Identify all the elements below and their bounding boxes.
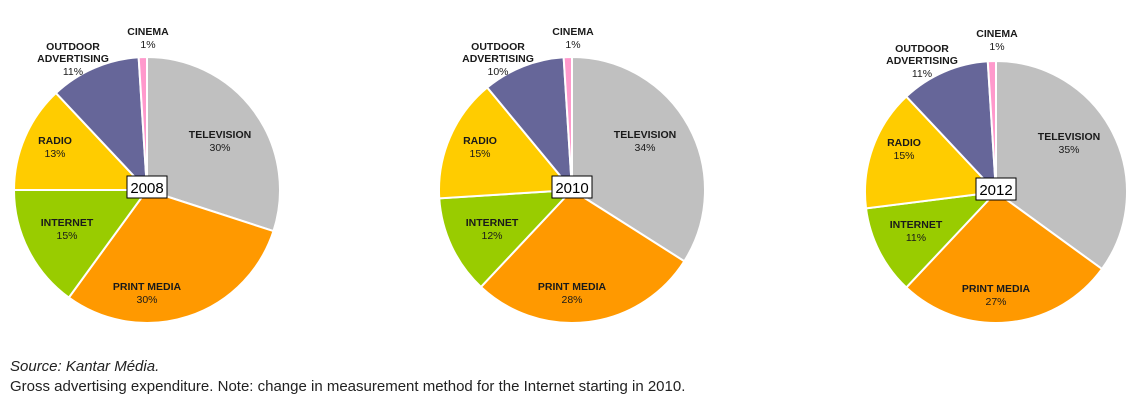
slice-internet — [12, 189, 149, 299]
slice-label: CINEMA — [127, 26, 169, 38]
slice-label: ADVERTISING — [462, 53, 534, 65]
slice-cinema — [562, 55, 573, 191]
slice-value: 15% — [56, 230, 77, 242]
slice-value: 35% — [1058, 144, 1079, 156]
year-box — [126, 175, 168, 199]
slice-label: TELEVISION — [614, 129, 676, 141]
slice-label: RADIO — [463, 135, 497, 147]
figure-notes: Source: Kantar Média. Gross advertising … — [10, 357, 685, 397]
slice-radio — [437, 86, 575, 200]
slice-value: 1% — [565, 39, 580, 51]
slice-outdoor-advertising — [54, 56, 149, 193]
slice-value: 30% — [209, 142, 230, 154]
slice-outdoor-advertising — [904, 60, 998, 195]
slice-value: 11% — [912, 68, 932, 80]
slice-value: 10% — [487, 66, 508, 78]
source-note: Source: Kantar Média. — [10, 358, 160, 375]
slice-label: OUTDOOR — [46, 41, 100, 53]
year-box — [551, 175, 593, 199]
slice-television — [146, 55, 281, 233]
slice-label: ADVERTISING — [886, 55, 958, 67]
slice-value: 11% — [906, 232, 926, 244]
slice-radio — [12, 91, 150, 191]
slice-label: PRINT MEDIA — [962, 283, 1031, 295]
slice-print-media — [479, 188, 686, 324]
slice-label: INTERNET — [890, 219, 943, 231]
slice-label: PRINT MEDIA — [538, 281, 607, 293]
slice-value: 28% — [561, 294, 582, 306]
slice-label: PRINT MEDIA — [113, 281, 182, 293]
slice-cinema — [137, 55, 148, 191]
slice-value: 15% — [893, 150, 914, 162]
slice-cinema — [986, 59, 997, 193]
slice-value: 34% — [634, 142, 655, 154]
slice-value: 30% — [136, 294, 157, 306]
slice-label: RADIO — [887, 137, 921, 149]
slice-value: 11% — [63, 66, 83, 78]
year-label: 2010 — [555, 180, 588, 197]
slice-value: 1% — [989, 41, 1004, 53]
year-label: 2008 — [130, 180, 163, 197]
slice-label: INTERNET — [41, 217, 94, 229]
year-box — [975, 177, 1017, 201]
slice-internet — [438, 188, 575, 289]
slice-label: OUTDOOR — [471, 41, 525, 53]
slice-print-media — [67, 188, 275, 325]
slice-label: RADIO — [38, 135, 72, 147]
footnote: Gross advertising expenditure. Note: cha… — [10, 378, 686, 395]
slice-television — [995, 59, 1128, 271]
slice-label: CINEMA — [552, 26, 594, 38]
slice-value: 15% — [469, 148, 490, 160]
slice-label: ADVERTISING — [37, 53, 109, 65]
slice-radio — [864, 95, 999, 210]
slice-label: TELEVISION — [189, 129, 251, 141]
slice-label: CINEMA — [976, 28, 1018, 40]
slice-label: TELEVISION — [1038, 131, 1100, 143]
slice-value: 13% — [44, 148, 65, 160]
year-label: 2012 — [979, 182, 1012, 199]
slice-label: OUTDOOR — [895, 43, 949, 55]
slice-value: 27% — [985, 296, 1006, 308]
slice-value: 1% — [140, 39, 155, 51]
slice-label: INTERNET — [466, 217, 519, 229]
slice-internet — [864, 190, 999, 289]
slice-outdoor-advertising — [485, 56, 574, 194]
slice-print-media — [904, 190, 1104, 324]
slice-value: 12% — [481, 230, 502, 242]
